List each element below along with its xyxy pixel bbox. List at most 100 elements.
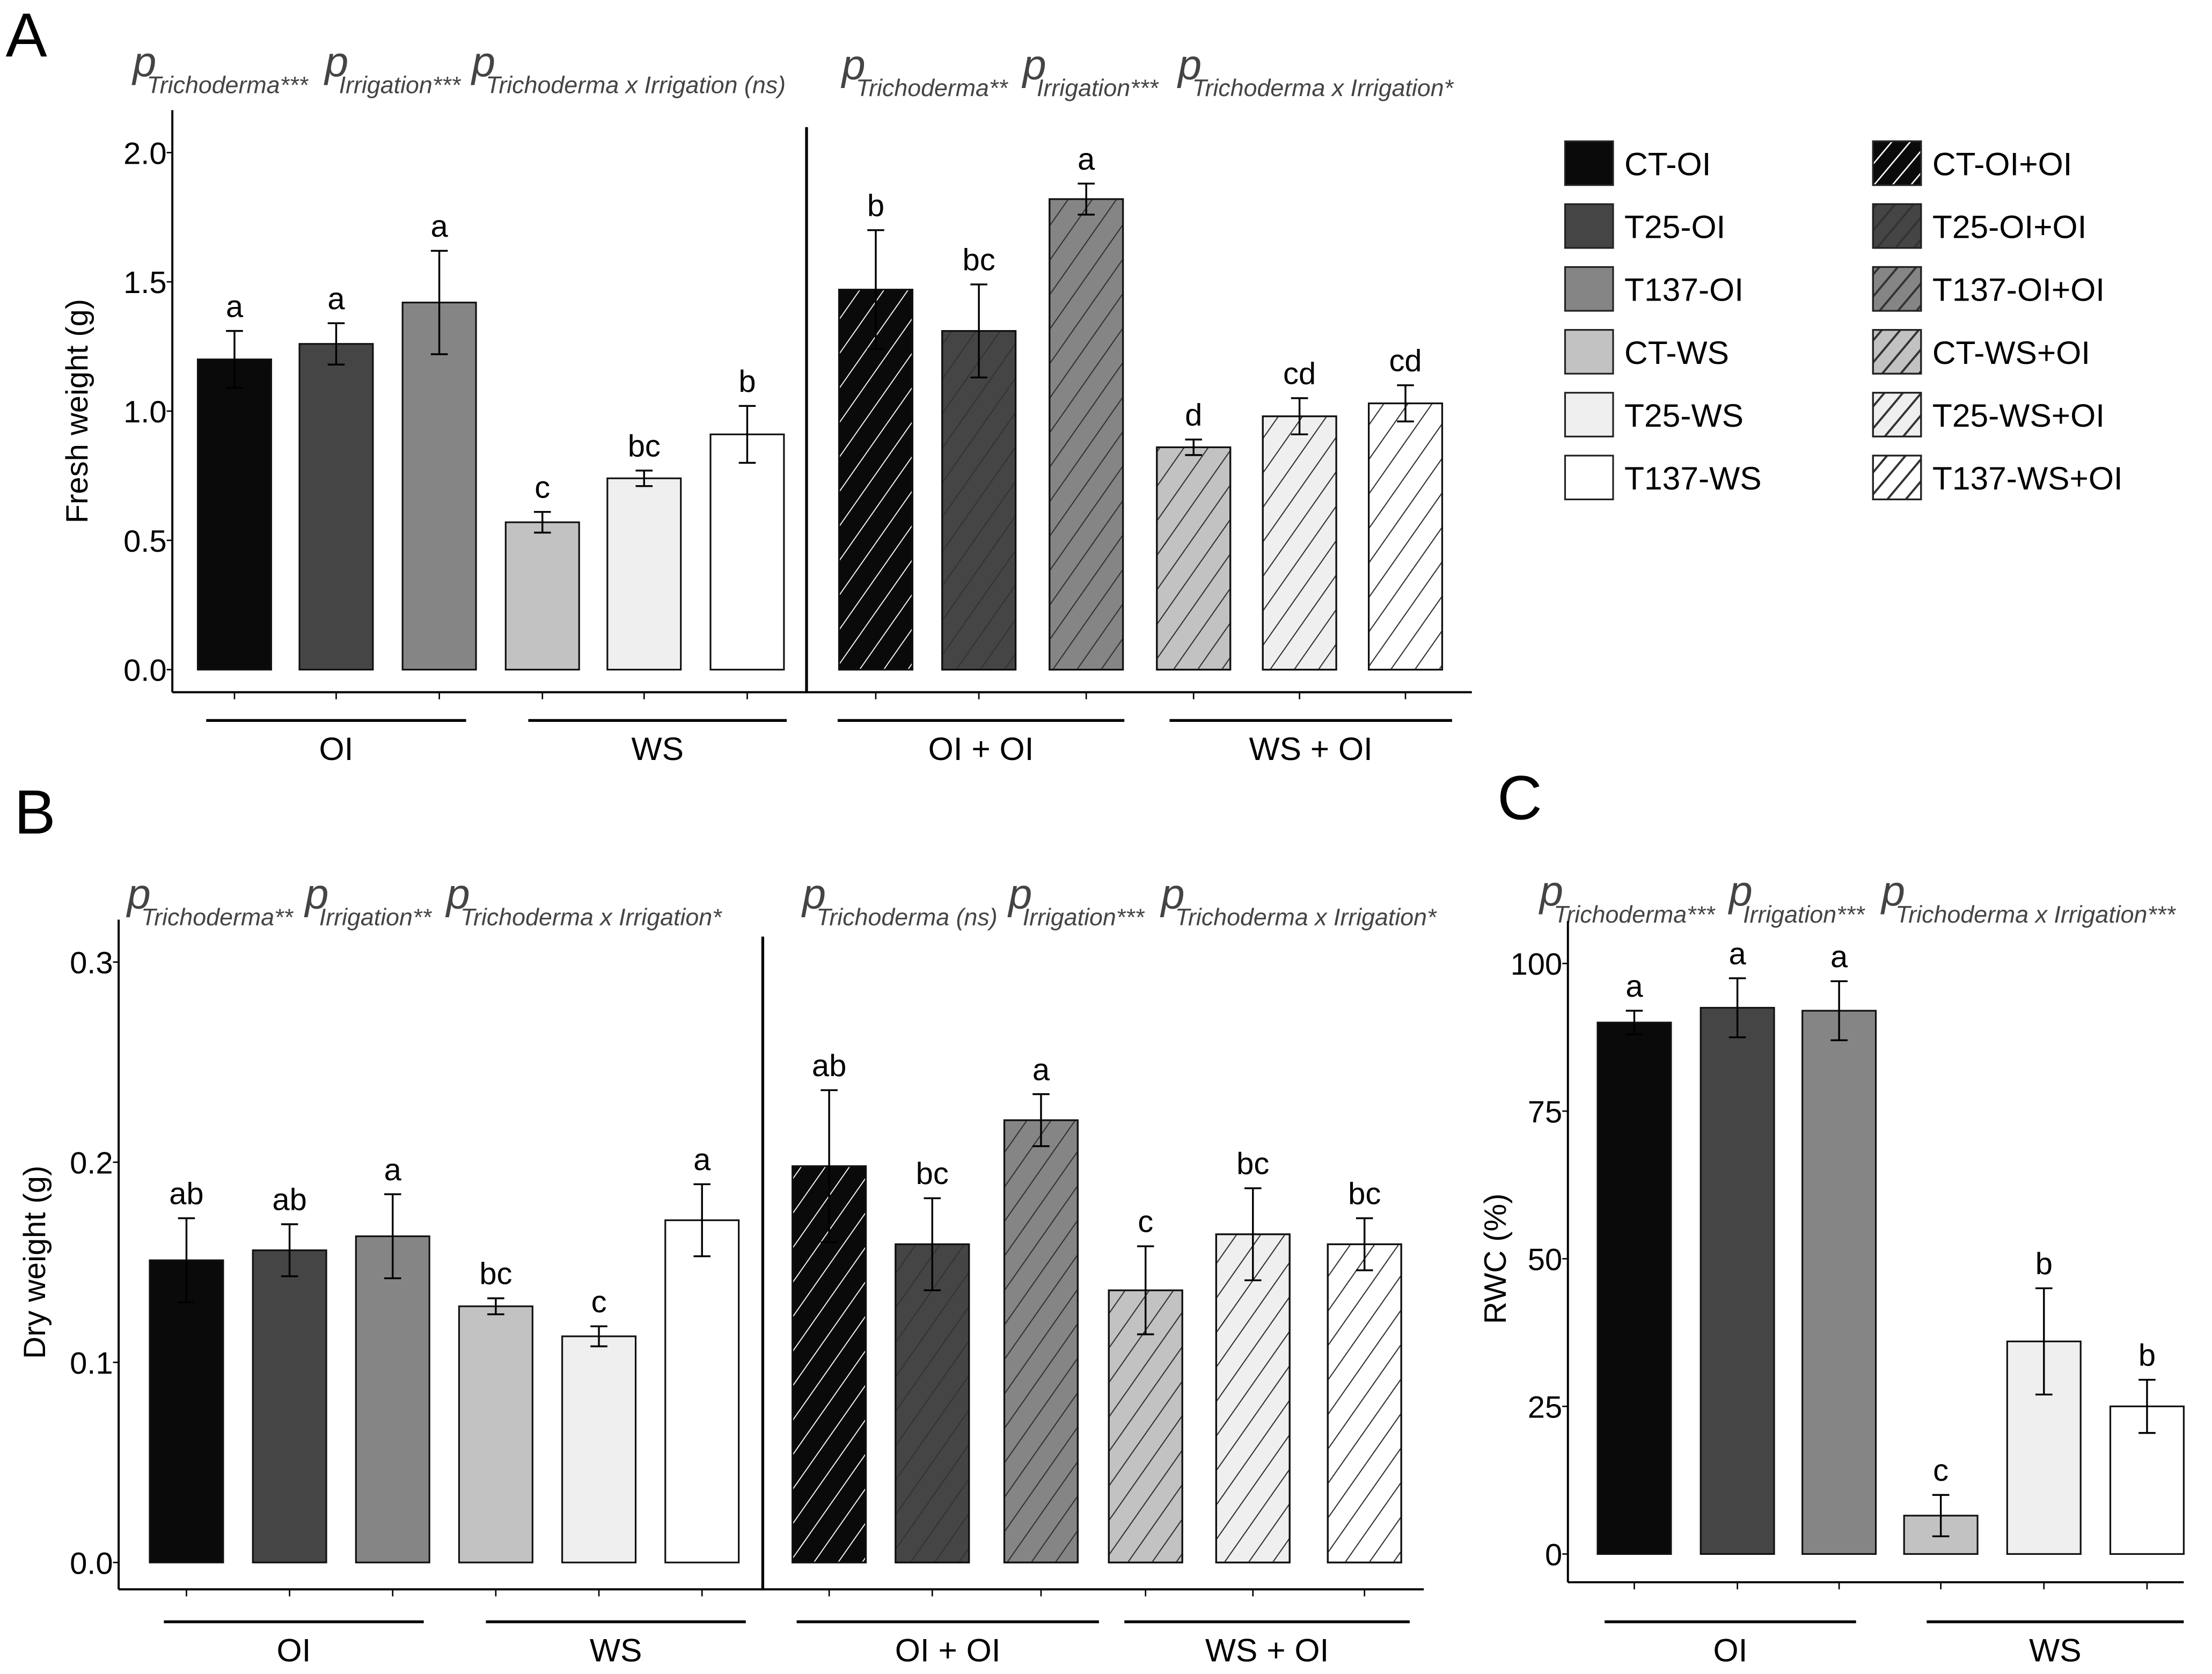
y-axis-title: Dry weight (g) <box>18 1166 52 1359</box>
p-value-subscript: Trichoderma x Irrigation* <box>1192 75 1454 101</box>
bar <box>606 477 682 671</box>
panel-label: B <box>14 777 55 847</box>
p-value-label: p <box>1728 867 1753 915</box>
p-value-label: p <box>841 41 866 88</box>
legend-label: CT-WS+OI <box>1932 334 2090 371</box>
bar-hatch <box>1262 415 1337 671</box>
legend-item: T25-WS <box>1564 392 1744 437</box>
legend-swatch <box>1564 455 1614 501</box>
legend-swatch <box>1564 266 1614 312</box>
group-label: WS <box>2029 1632 2082 1667</box>
significance-letter: c <box>1138 1205 1153 1239</box>
p-value-subscript: Trichoderma*** <box>147 72 309 99</box>
p-value-subscript: Trichoderma x Irrigation* <box>460 904 722 931</box>
legend-swatch-hatch <box>1872 140 1922 186</box>
significance-letter: a <box>1830 940 1848 974</box>
p-value-label: p <box>445 871 470 918</box>
legend-item: T137-WS+OI <box>1872 455 2123 501</box>
significance-letter: d <box>1185 398 1202 433</box>
bar <box>298 343 374 671</box>
bar-hatch <box>1049 198 1124 671</box>
p-value-label: p <box>1022 41 1046 88</box>
bar <box>355 1235 430 1563</box>
bar <box>2006 1340 2082 1555</box>
bar-hatch <box>895 1243 970 1563</box>
legend: CT-OI T25-OI T137-OI CT-WS T25-WS T137-WS CT-O… <box>1564 140 2123 501</box>
p-value-label: p <box>126 871 151 918</box>
legend-swatch <box>1564 392 1614 437</box>
legend-swatch <box>1564 140 1614 186</box>
group-label: OI <box>277 1632 311 1667</box>
p-value-label: p <box>471 38 495 85</box>
bar-hatch <box>1003 1119 1079 1563</box>
significance-letter: bc <box>628 429 661 463</box>
bar-hatch <box>1215 1233 1291 1563</box>
group-label: WS <box>590 1632 642 1667</box>
legend-item: T137-WS <box>1564 455 1762 501</box>
legend-label: CT-OI+OI <box>1932 145 2072 182</box>
bar <box>458 1305 533 1563</box>
bar <box>709 433 785 671</box>
legend-item: CT-WS+OI <box>1872 329 2090 375</box>
legend-label: T137-WS <box>1624 460 1762 496</box>
legend-item: T25-OI+OI <box>1872 203 2087 249</box>
bar-hatch <box>838 288 913 671</box>
bar-hatch <box>1368 402 1444 671</box>
legend-label: T137-OI <box>1624 272 1744 308</box>
significance-letter: a <box>384 1153 402 1187</box>
y-tick-label: 0.1 <box>70 1346 113 1380</box>
legend-label: CT-WS <box>1624 334 1729 371</box>
p-value-subscript: Irrigation*** <box>1743 901 1865 928</box>
y-tick-label: 0.2 <box>70 1146 113 1180</box>
y-tick-label: 0 <box>1545 1538 1562 1572</box>
legend-label: T25-WS+OI <box>1932 397 2105 434</box>
p-value-subscript: Trichoderma** <box>141 904 294 931</box>
significance-letter: bc <box>479 1257 512 1291</box>
legend-label: T137-OI+OI <box>1932 272 2105 308</box>
p-value-label: p <box>304 871 329 918</box>
y-tick-label: 50 <box>1528 1242 1562 1277</box>
y-tick-label: 1.5 <box>123 266 166 300</box>
y-tick-label: 25 <box>1528 1390 1562 1424</box>
significance-letter: a <box>1032 1052 1050 1087</box>
legend-item: T137-OI+OI <box>1872 266 2105 312</box>
significance-letter: bc <box>1348 1177 1381 1211</box>
significance-letter: a <box>1078 142 1095 177</box>
legend-label: T25-OI <box>1624 209 1725 245</box>
significance-letter: cd <box>1283 357 1316 391</box>
significance-letter: bc <box>963 243 995 277</box>
p-value-label: p <box>1177 41 1202 88</box>
bar <box>561 1335 637 1563</box>
y-tick-label: 0.3 <box>70 946 113 981</box>
legend-label: T137-WS+OI <box>1932 460 2123 496</box>
y-tick-label: 100 <box>1511 947 1563 982</box>
legend-label: T25-WS <box>1624 397 1744 434</box>
p-value-label: p <box>1880 867 1905 915</box>
legend-swatch <box>1564 203 1614 249</box>
significance-letter: a <box>327 282 345 316</box>
p-value-subscript: Irrigation*** <box>339 72 462 99</box>
legend-label: CT-OI <box>1624 145 1711 182</box>
group-label: OI <box>1713 1632 1747 1667</box>
bar <box>1700 1007 1775 1555</box>
bar <box>664 1219 740 1563</box>
y-tick-label: 75 <box>1528 1095 1562 1129</box>
bar <box>1596 1021 1672 1555</box>
legend-swatch-hatch <box>1872 329 1922 375</box>
significance-letter: a <box>1729 937 1747 971</box>
y-axis-title: Fresh weight (g) <box>60 299 94 523</box>
y-tick-label: 0.5 <box>123 524 166 559</box>
legend-item: T25-OI <box>1564 203 1725 249</box>
bar-hatch <box>941 330 1017 671</box>
significance-letter: ab <box>169 1177 203 1211</box>
legend-label: T25-OI+OI <box>1932 209 2087 245</box>
significance-letter: b <box>2035 1247 2053 1281</box>
p-value-subscript: Trichoderma x Irrigation* <box>1175 904 1437 931</box>
p-value-label: p <box>801 871 826 918</box>
significance-letter: ab <box>272 1183 306 1217</box>
p-value-subscript: Irrigation** <box>319 904 432 931</box>
group-label: OI + OI <box>895 1632 1001 1667</box>
bar <box>149 1259 224 1563</box>
